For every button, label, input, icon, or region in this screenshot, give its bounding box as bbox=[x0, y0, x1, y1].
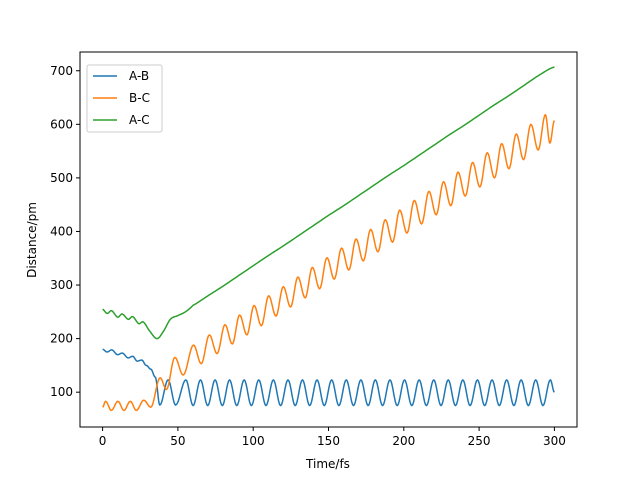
x-tick-label: 200 bbox=[392, 434, 415, 448]
legend-box bbox=[86, 64, 163, 133]
x-axis-label: Time/fs bbox=[305, 457, 350, 471]
y-tick-label: 600 bbox=[50, 117, 73, 131]
y-axis: 100 200 300 400 500 600 700 bbox=[50, 64, 80, 399]
y-tick-label: 500 bbox=[50, 171, 73, 185]
x-tick-label: 0 bbox=[99, 434, 107, 448]
legend-label: A-B bbox=[129, 69, 149, 83]
series-line-a-b bbox=[102, 348, 555, 407]
legend-label: A-C bbox=[129, 113, 150, 127]
y-tick-label: 300 bbox=[50, 278, 73, 292]
y-tick-label: 400 bbox=[50, 224, 73, 238]
series-line-b-c bbox=[102, 113, 556, 412]
x-tick-label: 300 bbox=[543, 434, 566, 448]
x-tick-label: 150 bbox=[317, 434, 340, 448]
x-tick-label: 250 bbox=[468, 434, 491, 448]
x-tick-label: 100 bbox=[242, 434, 265, 448]
y-tick-label: 100 bbox=[50, 385, 73, 399]
series-line-a-c bbox=[102, 66, 555, 340]
legend: A-B B-C A-C bbox=[86, 64, 163, 133]
y-axis-label: Distance/pm bbox=[25, 202, 39, 278]
series-layer bbox=[102, 66, 556, 412]
y-tick-label: 200 bbox=[50, 332, 73, 346]
x-tick-label: 50 bbox=[170, 434, 185, 448]
x-axis: 0 50 100 150 200 250 300 bbox=[99, 427, 566, 448]
y-tick-label: 700 bbox=[50, 64, 73, 78]
legend-label: B-C bbox=[129, 91, 150, 105]
